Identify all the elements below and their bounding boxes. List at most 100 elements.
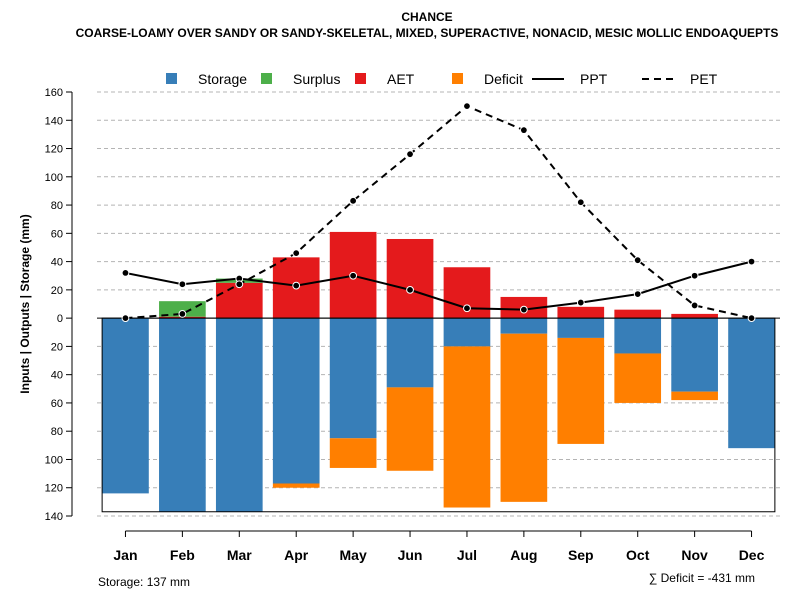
x-tick-label: Sep	[568, 547, 594, 563]
bar-aet	[386, 238, 434, 319]
deficit-annotation: ∑ Deficit = -431 mm	[649, 571, 755, 585]
x-tick-label: Dec	[739, 547, 765, 563]
bar-deficit	[443, 346, 491, 508]
legend-label-pet: PET	[690, 71, 718, 87]
bar-deficit	[671, 391, 718, 401]
y-tick-label: 140	[45, 511, 63, 523]
lines-layer	[121, 102, 756, 323]
chart-title: CHANCE	[401, 10, 452, 24]
axes-layer: 160 140 120 100 80 60 40 20 0 20 40 60 80 100 120 140 Ja…	[45, 87, 765, 563]
x-tick-label: Nov	[681, 547, 708, 563]
bar-aet	[557, 306, 605, 319]
point-pet	[690, 301, 699, 310]
y-tick-label: 20	[51, 341, 63, 353]
legend-label-deficit: Deficit	[484, 71, 523, 87]
point-ppt	[463, 304, 471, 313]
bar-storage	[557, 318, 605, 338]
legend-label-storage: Storage	[198, 71, 247, 87]
point-ppt	[747, 257, 756, 266]
bar-aet	[215, 282, 263, 319]
x-tick-label: Feb	[170, 547, 195, 563]
bar-storage	[386, 318, 434, 388]
point-ppt	[178, 280, 187, 289]
bar-aet	[614, 309, 662, 319]
bar-storage	[102, 318, 149, 494]
bars-layer	[97, 231, 780, 513]
point-ppt	[519, 305, 528, 314]
x-tick-label: Jul	[457, 547, 477, 563]
point-pet	[576, 198, 585, 207]
x-tick-label: May	[340, 547, 367, 563]
bar-deficit	[386, 387, 434, 471]
y-tick-label: 80	[51, 426, 63, 438]
y-tick-label: 40	[51, 370, 63, 382]
point-pet	[121, 314, 130, 323]
point-ppt	[292, 281, 301, 290]
bar-deficit	[500, 333, 548, 502]
point-ppt	[633, 290, 642, 299]
legend-label-surplus: Surplus	[293, 71, 340, 87]
bar-deficit	[557, 337, 605, 444]
legend-swatch-surplus	[261, 73, 272, 84]
y-tick-label: 40	[51, 257, 63, 269]
y-tick-label: 160	[45, 87, 63, 99]
point-pet	[349, 196, 358, 205]
bar-storage	[215, 318, 263, 512]
bar-storage	[500, 318, 548, 334]
bar-deficit	[329, 438, 377, 468]
bar-storage	[728, 318, 775, 449]
point-pet	[178, 309, 187, 318]
legend: Storage Surplus AET Deficit PPT PET	[166, 71, 718, 87]
point-ppt	[406, 285, 414, 294]
y-tick-label: 60	[51, 398, 63, 410]
point-ppt	[690, 271, 699, 280]
point-pet	[406, 150, 414, 159]
legend-label-aet: AET	[387, 71, 415, 87]
y-tick-label: 120	[45, 144, 63, 156]
y-tick-label: 60	[51, 228, 63, 240]
y-tick-label: 0	[57, 313, 63, 325]
point-ppt	[349, 271, 358, 280]
x-tick-label: Jan	[113, 547, 137, 563]
bar-storage	[443, 318, 491, 347]
legend-label-ppt: PPT	[580, 71, 608, 87]
point-pet	[519, 126, 528, 135]
bar-surplus	[159, 301, 206, 317]
bar-storage	[272, 318, 320, 484]
bar-storage	[159, 318, 206, 512]
point-ppt	[576, 298, 585, 307]
bar-storage	[614, 318, 662, 354]
bar-deficit	[614, 353, 662, 403]
y-tick-label: 80	[51, 200, 63, 212]
x-tick-label: Aug	[510, 547, 537, 563]
legend-swatch-aet	[355, 73, 366, 84]
point-pet	[463, 102, 471, 111]
point-pet	[633, 256, 642, 265]
legend-swatch-deficit	[452, 73, 463, 84]
y-axis-label: Inputs | Outputs | Storage (mm)	[18, 214, 32, 393]
bar-storage	[329, 318, 377, 439]
x-tick-label: Mar	[227, 547, 252, 563]
grid-layer	[97, 91, 780, 517]
y-tick-label: 120	[45, 483, 63, 495]
series-line-pet	[125, 104, 752, 320]
series-line-ppt	[125, 260, 752, 311]
point-pet	[235, 280, 244, 289]
x-tick-label: Jun	[398, 547, 423, 563]
y-tick-label: 100	[45, 172, 63, 184]
bar-storage	[671, 318, 718, 392]
x-tick-label: Oct	[626, 547, 650, 563]
legend-swatch-storage	[166, 73, 177, 84]
point-ppt	[121, 269, 130, 277]
bar-aet	[671, 313, 718, 319]
x-tick-label: Apr	[284, 547, 309, 563]
y-tick-label: 100	[45, 454, 63, 466]
y-tick-label: 20	[51, 285, 63, 297]
point-pet	[747, 314, 756, 323]
bar-deficit	[272, 483, 320, 488]
storage-annotation: Storage: 137 mm	[98, 575, 190, 589]
chart-subtitle: COARSE-LOAMY OVER SANDY OR SANDY-SKELETA…	[76, 26, 779, 40]
point-pet	[292, 249, 301, 258]
